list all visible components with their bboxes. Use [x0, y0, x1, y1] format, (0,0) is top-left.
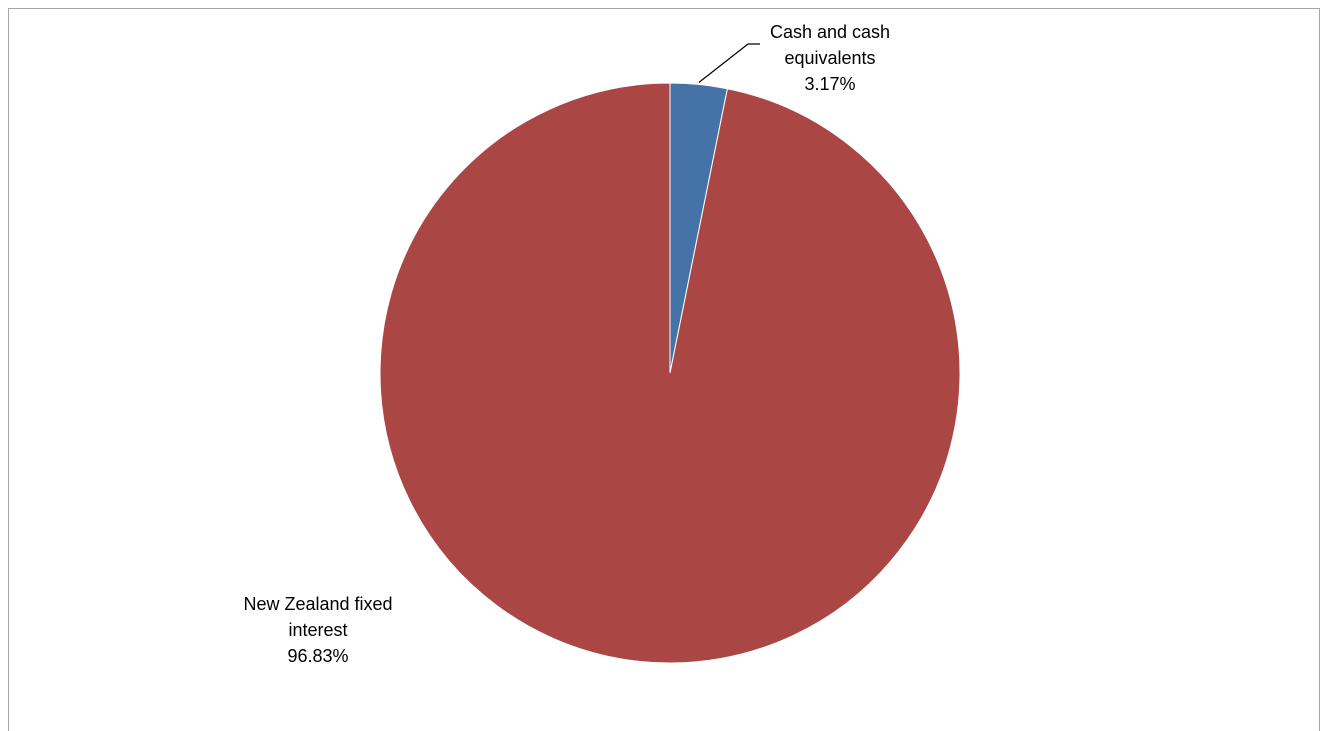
slice-label-cash-and-cash-equivalents-line-1: Cash and cash [770, 22, 890, 42]
pie-slices [379, 82, 961, 664]
slice-label-cash-and-cash-equivalents-line-2: equivalents [784, 48, 875, 68]
slice-percent-new-zealand-fixed-interest: 96.83% [287, 646, 348, 666]
slice-percent-cash-and-cash-equivalents: 3.17% [804, 74, 855, 94]
leader-line-cash-and-cash-equivalents [698, 43, 760, 83]
pie-slice-new-zealand-fixed-interest [379, 82, 961, 664]
slice-label-new-zealand-fixed-interest-line-2: interest [288, 620, 347, 640]
pie-labels: Cash and cash equivalents 3.17% New Zealand… [243, 22, 890, 666]
slice-label-new-zealand-fixed-interest-line-1: New Zealand fixed [243, 594, 392, 614]
